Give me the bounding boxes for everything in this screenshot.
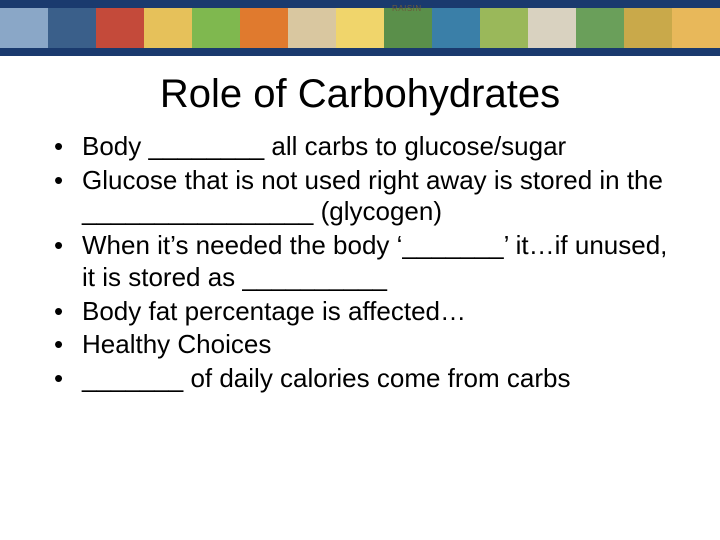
bullet-item: When it’s needed the body ‘_______’ it…i…	[52, 230, 680, 293]
banner-block	[528, 8, 576, 48]
slide-title: Role of Carbohydrates	[40, 72, 680, 117]
banner-block	[48, 8, 96, 48]
bullet-list: Body ________ all carbs to glucose/sugar…	[40, 131, 680, 395]
bullet-item: Glucose that is not used right away is s…	[52, 165, 680, 228]
banner-block	[432, 8, 480, 48]
banner-block	[144, 8, 192, 48]
banner-block	[384, 8, 432, 48]
banner-block	[672, 8, 720, 48]
slide-content: Role of Carbohydrates Body ________ all …	[0, 56, 720, 395]
bullet-item: _______ of daily calories come from carb…	[52, 363, 680, 395]
bullet-item: Healthy Choices	[52, 329, 680, 361]
banner-block	[624, 8, 672, 48]
bullet-item: Body fat percentage is affected…	[52, 296, 680, 328]
banner-color-strip	[0, 8, 720, 48]
decorative-banner: RAISIN	[0, 0, 720, 56]
banner-block	[96, 8, 144, 48]
banner-block	[240, 8, 288, 48]
banner-raisin-label: RAISIN	[392, 4, 422, 13]
banner-block	[480, 8, 528, 48]
banner-block	[576, 8, 624, 48]
banner-block	[192, 8, 240, 48]
banner-block	[0, 8, 48, 48]
bullet-item: Body ________ all carbs to glucose/sugar	[52, 131, 680, 163]
banner-block	[336, 8, 384, 48]
banner-block	[288, 8, 336, 48]
